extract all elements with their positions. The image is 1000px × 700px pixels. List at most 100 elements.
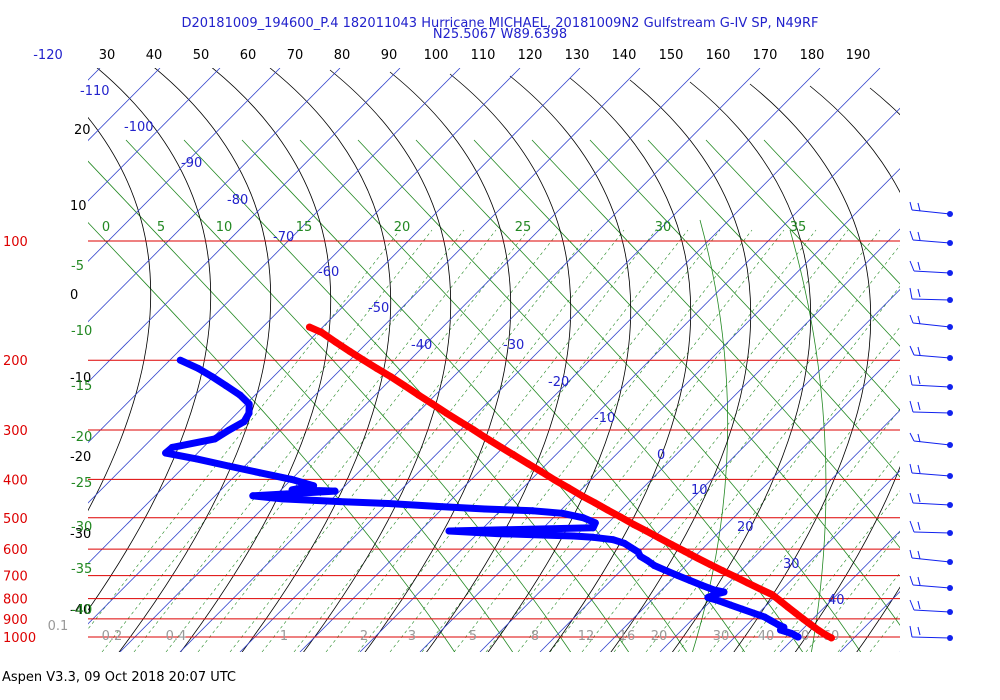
saturated-adiabat-line xyxy=(88,160,514,652)
theta-label: 50 xyxy=(193,48,210,63)
isotherm-line xyxy=(960,68,1000,652)
temperature-point xyxy=(387,373,395,381)
mixing-ratio-line xyxy=(229,229,561,652)
wind-barb xyxy=(909,314,953,330)
mixing-ratio-line xyxy=(741,449,900,652)
isotherm-label: -90 xyxy=(181,156,202,171)
chart-title-line1: D20181009_194600_P.4 182011043 Hurricane… xyxy=(181,16,819,31)
dewpoint-point xyxy=(222,382,230,390)
theta-label: 170 xyxy=(753,48,778,63)
pressure-label-200: 200 xyxy=(3,354,28,369)
isotherm-label: -70 xyxy=(273,230,294,245)
pressure-label-100: 100 xyxy=(3,235,28,250)
mixing-ratio-line xyxy=(485,229,817,652)
mixing-ratio-line xyxy=(773,490,900,652)
dewpoint-point xyxy=(609,536,617,544)
mixing-ratio-line xyxy=(261,229,593,652)
theta-label: 140 xyxy=(612,48,637,63)
dry-adiabat-line xyxy=(303,69,452,652)
saturated-adiabat-line xyxy=(647,139,900,411)
dewpoint-point xyxy=(704,594,712,602)
dry-adiabat-line xyxy=(241,68,392,652)
temperature-point xyxy=(305,323,313,331)
wind-barb xyxy=(909,432,953,448)
dewpoint-point xyxy=(720,588,728,596)
wind-barb xyxy=(909,575,953,591)
dry-adiabat-line xyxy=(733,83,872,652)
wind-barb xyxy=(909,463,953,479)
wind-barb xyxy=(909,260,953,276)
saturated-adiabat-line xyxy=(531,139,900,549)
dry-adiabat-line xyxy=(856,87,900,652)
dewpoint-point xyxy=(240,418,248,426)
theta-label: 120 xyxy=(518,48,543,63)
temperature-point xyxy=(731,573,739,581)
temperature-point xyxy=(524,460,532,468)
mixing-ratio-label: 3 xyxy=(408,629,416,644)
saturated-adiabat-grid xyxy=(88,139,900,652)
mixing-ratio-line xyxy=(869,613,900,652)
dewpoint-point xyxy=(712,590,720,598)
temperature-point xyxy=(429,400,437,408)
isotherm-line xyxy=(779,530,900,652)
temperature-point xyxy=(551,476,559,484)
dewpoint-point xyxy=(715,597,723,605)
dewpoint-point xyxy=(579,514,587,522)
pressure-label-1000: 1000 xyxy=(3,631,36,646)
temperature-point xyxy=(317,328,325,336)
mixing-ratio-line xyxy=(389,229,721,652)
dry-adiabat-line xyxy=(487,75,632,652)
dewpoint-point xyxy=(331,487,339,495)
mixing-ratio-line xyxy=(325,229,657,652)
dewpoint-point xyxy=(162,449,170,457)
theta-label: 90 xyxy=(381,48,398,63)
mixing-ratio-label: 20 xyxy=(651,629,668,644)
saturated-adiabat-line xyxy=(299,139,746,652)
theta-label: 30 xyxy=(99,48,116,63)
temperature-line xyxy=(306,323,835,642)
temperature-point xyxy=(484,435,492,443)
wind-barb xyxy=(909,287,953,303)
dewpoint-point xyxy=(541,531,549,539)
side-label: 10 xyxy=(70,199,87,214)
saturated-adiabat-line xyxy=(763,139,900,285)
temperature-point xyxy=(564,484,572,492)
dewpoint-point xyxy=(749,609,757,617)
pressure-label-300: 300 xyxy=(3,424,28,439)
saturated-adiabat-label: -35 xyxy=(71,562,92,577)
temperature-point xyxy=(792,609,800,617)
theta-label: -120 xyxy=(33,48,63,63)
saturated-adiabat-line xyxy=(125,139,572,652)
dewpoint-point xyxy=(738,605,746,613)
wind-barbs xyxy=(909,201,953,641)
dewpoint-point xyxy=(245,409,253,417)
theta-label: 80 xyxy=(334,48,351,63)
dewpoint-point xyxy=(767,617,775,625)
wind-barb xyxy=(909,549,953,565)
mixing-ratio-line xyxy=(517,229,849,652)
dewpoint-point xyxy=(236,391,244,399)
pressure-label-800: 800 xyxy=(3,593,28,608)
dry-adiabat-grid xyxy=(88,68,1000,692)
dry-adiabat-line xyxy=(794,85,900,652)
dewpoint-point xyxy=(558,509,566,517)
dewpoint-point xyxy=(650,562,658,570)
mixing-ratio-label: 0.4 xyxy=(166,629,187,644)
mixing-ratio-line xyxy=(357,229,689,652)
wind-barb xyxy=(909,230,953,246)
dewpoint-point xyxy=(627,544,635,552)
dry-adiabat-line xyxy=(950,92,1000,692)
dewpoint-point xyxy=(726,601,734,609)
saturated-adiabat-line xyxy=(415,139,862,652)
dry-adiabat-line xyxy=(118,68,272,652)
saturated-adiabat-label: -25 xyxy=(71,476,92,491)
dewpoint-point xyxy=(225,462,233,470)
temperature-point xyxy=(776,597,784,605)
pressure-label-600: 600 xyxy=(3,543,28,558)
mixing-ratio-line xyxy=(549,229,881,652)
dewpoint-point xyxy=(211,435,219,443)
temperature-point xyxy=(814,626,822,634)
dewpoint-point xyxy=(193,455,201,463)
wind-barb xyxy=(909,201,953,217)
isotherm-label: 40 xyxy=(828,593,845,608)
